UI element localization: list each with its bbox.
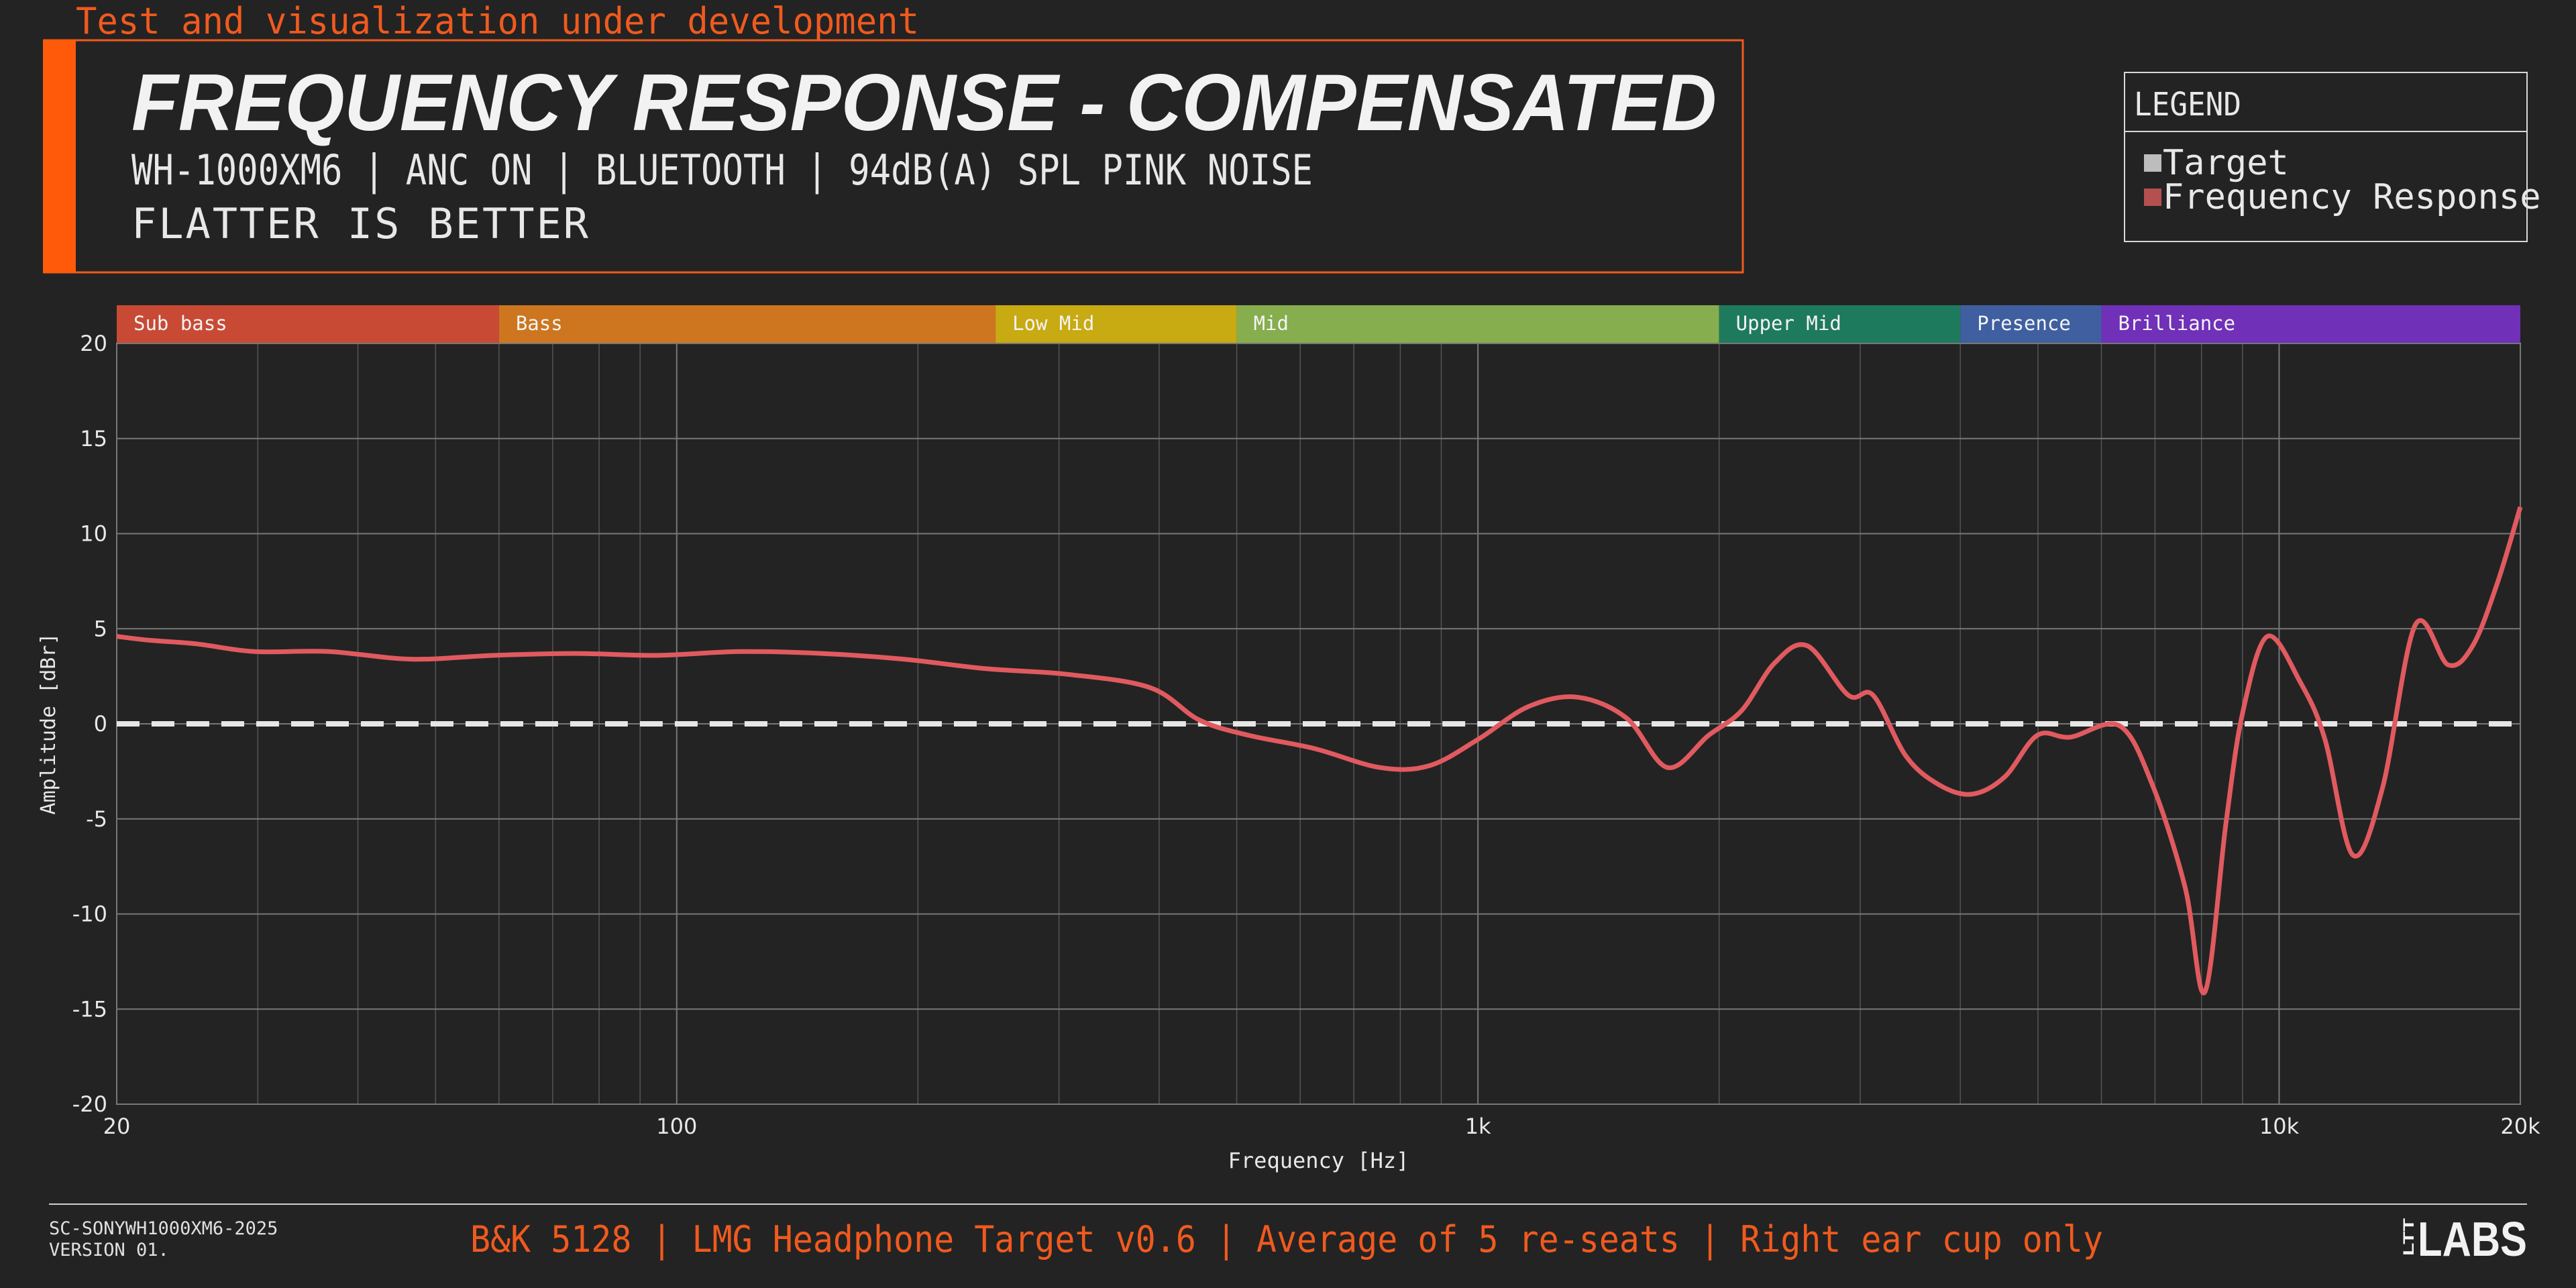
x-tick-label: 20	[103, 1114, 131, 1139]
band-label: Sub bass	[133, 312, 227, 335]
band-label: Low Mid	[1012, 312, 1094, 335]
band	[498, 305, 996, 343]
y-tick-label: 15	[80, 426, 107, 451]
y-tick-label: -15	[72, 996, 107, 1022]
legend-swatch	[2144, 154, 2161, 172]
y-tick-label: 20	[80, 331, 107, 356]
legend-title: LEGEND	[2134, 86, 2241, 123]
band	[2101, 305, 2520, 343]
legend-label: Target	[2163, 143, 2289, 183]
band	[1960, 305, 2102, 343]
x-axis-label: Frequency [Hz]	[1228, 1148, 1409, 1173]
logo-small: LTT	[2400, 1218, 2417, 1256]
band-label: Upper Mid	[1736, 312, 1841, 335]
footer-version: VERSION 01.	[49, 1240, 169, 1260]
chart-title: FREQUENCY RESPONSE - COMPENSATED	[131, 58, 1717, 148]
y-tick-label: -20	[72, 1091, 107, 1117]
band	[1236, 305, 1719, 343]
x-tick-label: 20k	[2500, 1114, 2540, 1139]
x-tick-label: 100	[656, 1114, 697, 1139]
title-accent	[43, 40, 76, 273]
dev-notice: Test and visualization under development	[76, 0, 919, 42]
legend-box	[2124, 72, 2528, 242]
y-axis-label: Amplitude [dBr]	[37, 633, 60, 815]
chart-subtitle-2: FLATTER IS BETTER	[131, 199, 589, 248]
band-label: Presence	[1977, 312, 2071, 335]
legend-label: Frequency Response	[2163, 177, 2541, 217]
y-tick-label: 5	[94, 616, 107, 641]
band-label: Mid	[1254, 312, 1289, 335]
band-label: Bass	[516, 312, 563, 335]
response-line	[116, 506, 2523, 996]
band-label: Brilliance	[2118, 312, 2236, 335]
chart-subtitle: WH-1000XM6 | ANC ON | BLUETOOTH | 94dB(A…	[131, 146, 1313, 195]
logo: LABS	[2418, 1213, 2527, 1267]
band	[1719, 305, 1961, 343]
y-tick-label: -5	[86, 806, 107, 832]
band	[117, 305, 499, 343]
x-tick-label: 10k	[2259, 1114, 2300, 1139]
x-tick-label: 1k	[1465, 1114, 1491, 1139]
legend-swatch	[2144, 189, 2161, 206]
y-tick-label: 0	[94, 711, 107, 737]
footer-id: SC-SONYWH1000XM6-2025	[49, 1218, 278, 1239]
band	[996, 305, 1237, 343]
footer-note: B&K 5128 | LMG Headphone Target v0.6 | A…	[470, 1218, 2103, 1260]
y-tick-label: 10	[80, 521, 107, 547]
y-tick-label: -10	[72, 902, 107, 927]
